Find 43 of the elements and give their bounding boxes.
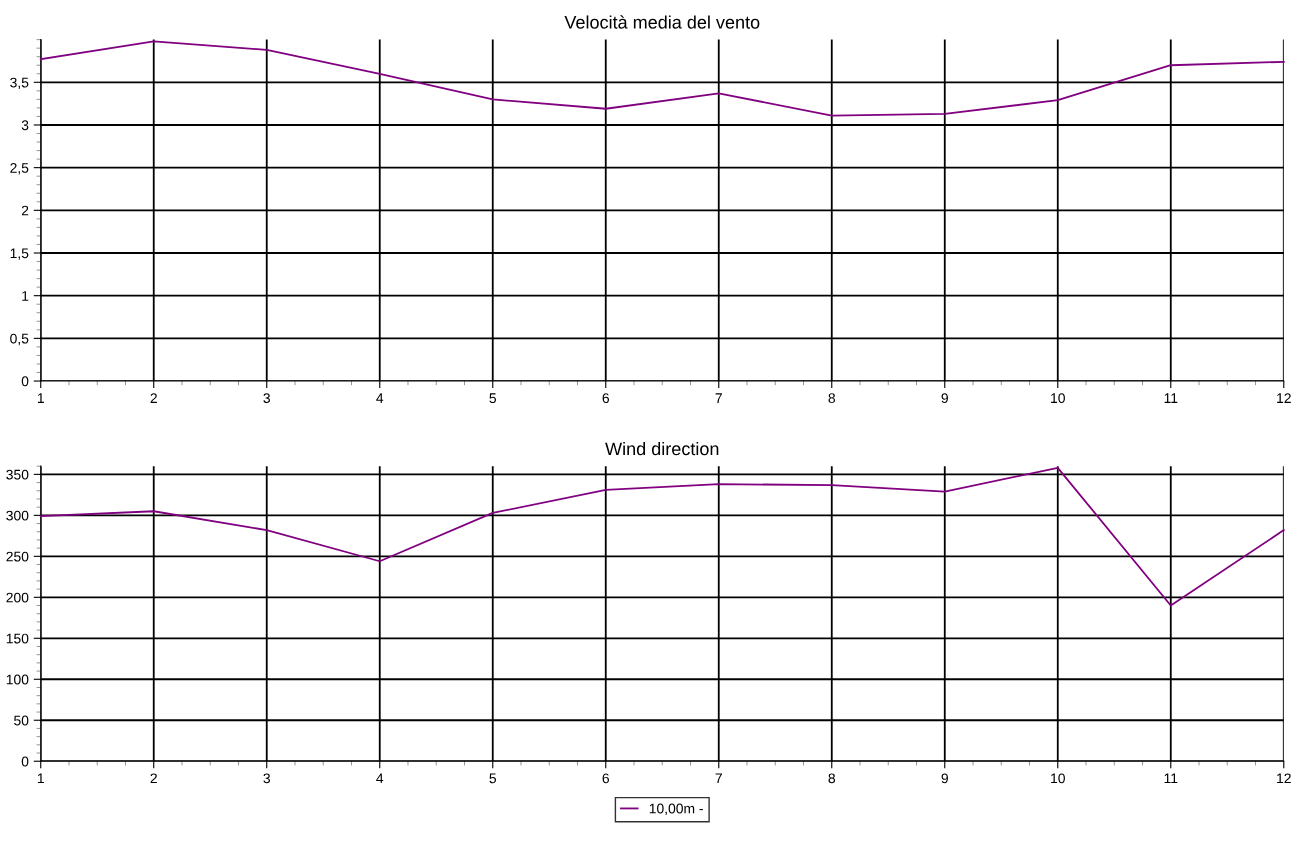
x-tick-label: 2 bbox=[150, 393, 157, 403]
legend-label: 10,00m - bbox=[649, 803, 703, 816]
y-tick-label: 250 bbox=[6, 551, 29, 562]
y-tick-label: 100 bbox=[6, 674, 29, 685]
y-tick-label: 1 bbox=[22, 291, 29, 301]
x-tick-label: 3 bbox=[263, 773, 270, 784]
x-tick-label: 10 bbox=[1051, 773, 1065, 784]
x-tick-label: 1 bbox=[37, 393, 44, 403]
x-tick-label: 5 bbox=[489, 773, 497, 784]
x-tick-label: 4 bbox=[376, 393, 384, 403]
y-tick-label: 3,5 bbox=[10, 77, 29, 90]
x-tick-label: 12 bbox=[1277, 773, 1291, 784]
x-tick-label: 6 bbox=[602, 393, 610, 404]
y-tick-label: 0 bbox=[21, 756, 29, 767]
x-tick-label: 8 bbox=[828, 773, 836, 784]
y-tick-label: 350 bbox=[6, 469, 29, 480]
x-tick-label: 7 bbox=[715, 773, 722, 784]
x-tick-label: 3 bbox=[263, 393, 270, 404]
y-tick-label: 1,5 bbox=[10, 248, 29, 260]
y-tick-label: 200 bbox=[6, 592, 29, 603]
x-tick-label: 2 bbox=[150, 773, 157, 784]
x-tick-label: 9 bbox=[941, 393, 948, 404]
y-tick-label: 300 bbox=[6, 510, 29, 521]
x-tick-label: 4 bbox=[376, 773, 384, 784]
x-tick-label: 7 bbox=[715, 393, 722, 403]
y-tick-label: 0,5 bbox=[10, 333, 29, 346]
x-tick-label: 12 bbox=[1277, 393, 1291, 403]
y-tick-label: 2,5 bbox=[10, 162, 29, 175]
y-tick-label: 2 bbox=[21, 205, 29, 216]
x-tick-label: 8 bbox=[828, 393, 836, 404]
x-tick-label: 5 bbox=[489, 393, 497, 404]
y-tick-label: 50 bbox=[14, 715, 29, 726]
y-tick-label: 150 bbox=[6, 633, 29, 644]
x-tick-label: 10 bbox=[1051, 393, 1065, 404]
x-tick-label: 11 bbox=[1164, 393, 1178, 403]
y-tick-label: 3 bbox=[21, 120, 29, 131]
x-tick-label: 11 bbox=[1164, 773, 1178, 784]
chart-title: Velocità media del vento bbox=[564, 15, 760, 29]
x-tick-label: 1 bbox=[37, 773, 44, 784]
x-tick-label: 6 bbox=[602, 773, 610, 784]
chart-title: Wind direction bbox=[605, 441, 719, 456]
y-tick-label: 0 bbox=[21, 376, 29, 387]
x-tick-label: 9 bbox=[941, 773, 948, 784]
